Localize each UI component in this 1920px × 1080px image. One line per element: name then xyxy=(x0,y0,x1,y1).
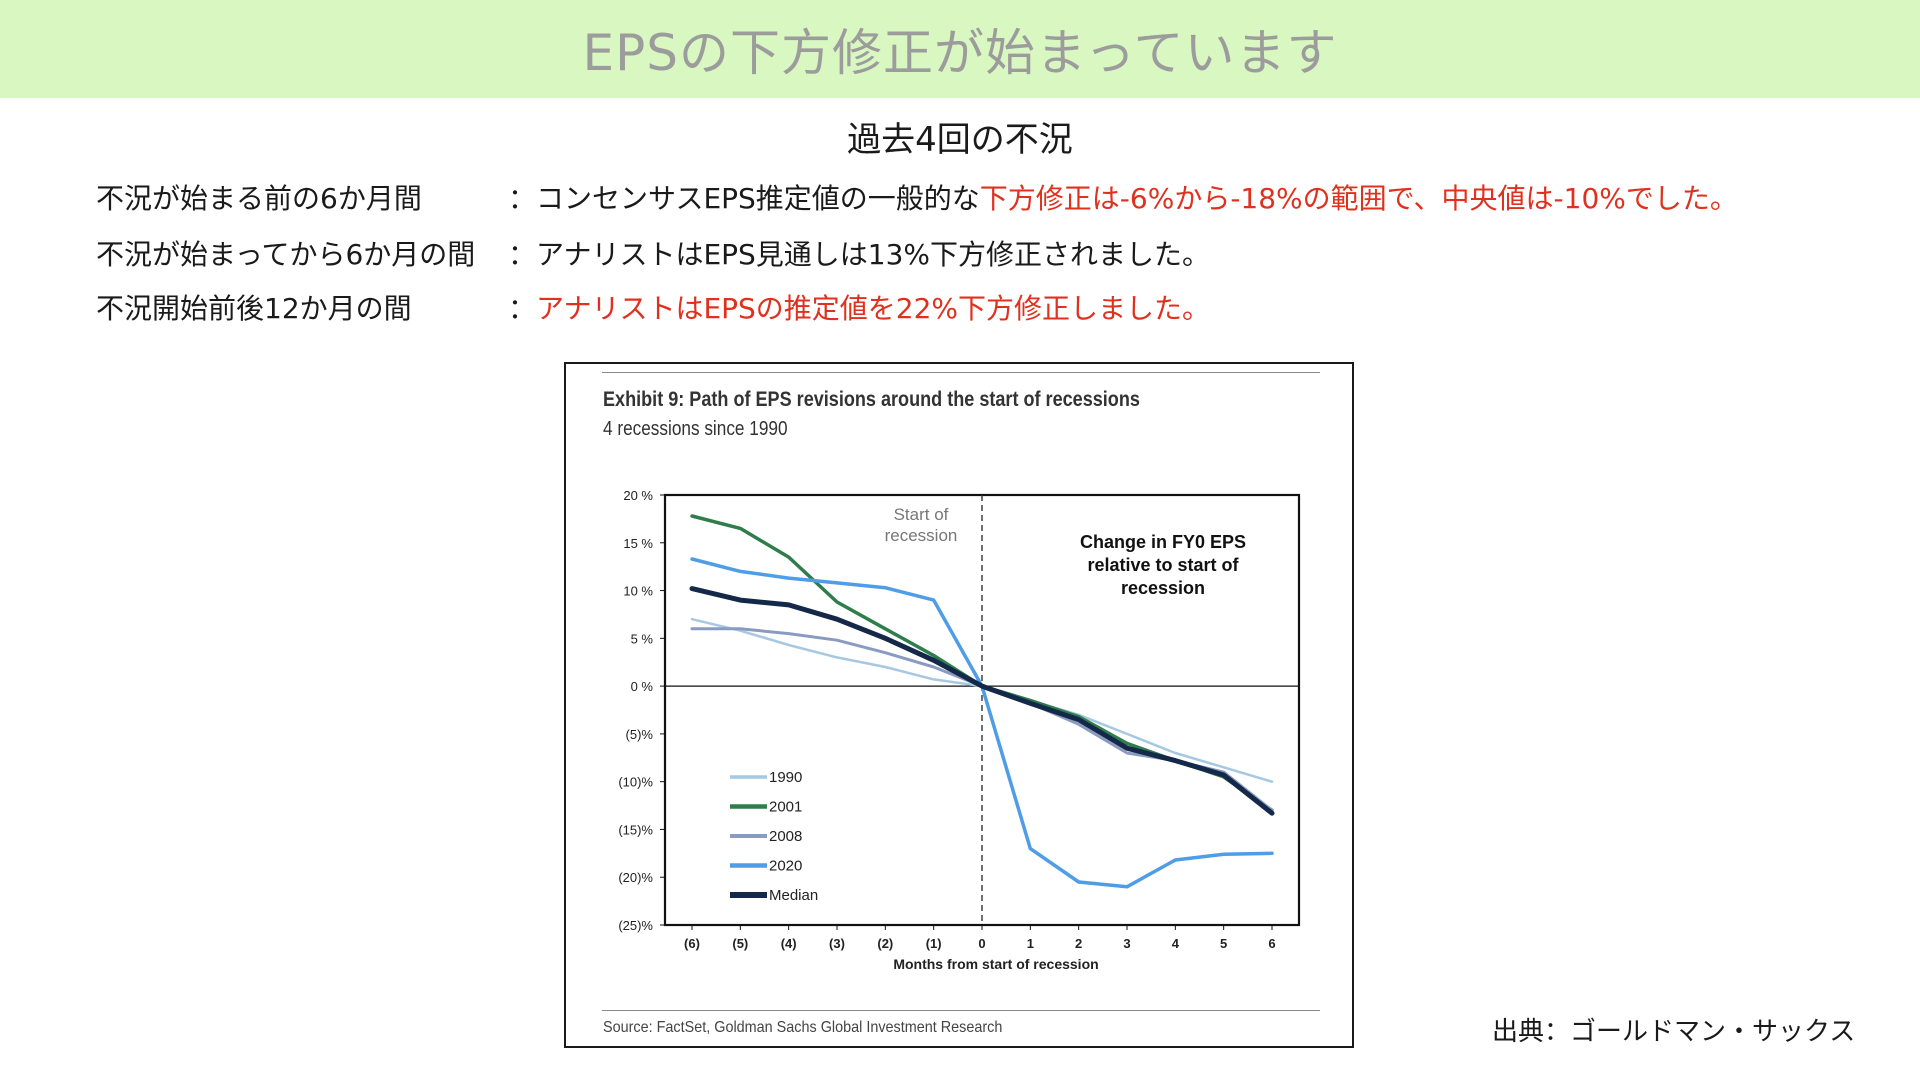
row-label: 不況開始前後12か月の間 xyxy=(96,292,412,325)
exhibit-subtitle: 4 recessions since 1990 xyxy=(603,418,788,440)
annotation-change-fy0-eps: Change in FY0 EPS xyxy=(1080,532,1246,552)
x-tick-label: (5) xyxy=(732,936,748,951)
y-tick-label: 20 % xyxy=(623,488,653,503)
eps-revisions-line-chart: 20 % 15 % 10 % 5 % 0 % (5)% (10)% (15)% (20)% (25… xyxy=(618,488,1301,972)
x-tick-label: 0 xyxy=(978,936,985,951)
x-tick-label: (4) xyxy=(781,936,797,951)
exhibit-top-rule xyxy=(602,372,1320,373)
x-tick-label: (1) xyxy=(926,936,942,951)
legend-label-1990: 1990 xyxy=(769,769,802,786)
y-tick-label: (20)% xyxy=(618,870,653,885)
x-tick-label: 5 xyxy=(1220,936,1227,951)
series-line-median xyxy=(689,586,1275,816)
bullet-row-3: 不況開始前後12か月の間 ：アナリストはEPSの推定値を22%下方修正しました。 xyxy=(96,287,1210,327)
row-text: ： xyxy=(508,292,537,325)
bullet-row-1: 不況が始まる前の6か月間 ：コンセンサスEPS推定値の一般的な下方修正は-6%から… xyxy=(96,177,1738,217)
row-label: 不況が始まる前の6か月間 xyxy=(96,182,422,215)
y-tick-label: 5 % xyxy=(631,631,654,646)
y-tick-label: (5)% xyxy=(626,727,654,742)
legend-label-2020: 2020 xyxy=(769,858,802,875)
x-tick-label: (3) xyxy=(829,936,845,951)
exhibit-bottom-rule xyxy=(602,1010,1320,1011)
y-tick-label: 10 % xyxy=(623,584,653,599)
x-tick-label: 3 xyxy=(1123,936,1130,951)
title-banner: EPSの下方修正が始まっています xyxy=(0,0,1920,98)
row-text-highlight: アナリストはEPSの推定値を22%下方修正しました。 xyxy=(536,292,1211,325)
section-subtitle: 過去4回の不況 xyxy=(847,120,1073,160)
bullet-row-2: 不況が始まってから6か月の間 ：アナリストはEPS見通しは13%下方修正されました… xyxy=(96,233,1210,273)
legend-label-2008: 2008 xyxy=(769,828,802,845)
y-tick-label: (15)% xyxy=(618,822,653,837)
row-text: ：コンセンサスEPS推定値の一般的な xyxy=(508,182,980,215)
source-credit: 出典：ゴールドマン・サックス xyxy=(1492,1017,1856,1047)
exhibit-title: Exhibit 9: Path of EPS revisions around … xyxy=(603,388,1140,411)
x-tick-label: 6 xyxy=(1268,936,1275,951)
x-tick-label: (6) xyxy=(684,936,700,951)
x-tick-label: 2 xyxy=(1075,936,1082,951)
legend-label-median: Median xyxy=(769,887,818,904)
exhibit-panel: Exhibit 9: Path of EPS revisions around … xyxy=(564,362,1354,1048)
annotation-change-fy0-eps: relative to start of xyxy=(1087,555,1239,575)
row-text-highlight: 下方修正は-6%から-18%の範囲で、中央値は-10%でした。 xyxy=(979,182,1738,215)
x-axis-label: Months from start of recession xyxy=(893,956,1098,972)
y-tick-label: 15 % xyxy=(623,536,653,551)
row-text: ：アナリストはEPS見通しは13%下方修正されました。 xyxy=(508,238,1211,271)
annotation-change-fy0-eps: recession xyxy=(1121,578,1205,598)
legend-label-2001: 2001 xyxy=(769,799,802,816)
y-tick-label: (25)% xyxy=(618,918,653,933)
y-tick-label: 0 % xyxy=(631,679,654,694)
exhibit-source: Source: FactSet, Goldman Sachs Global In… xyxy=(603,1019,1003,1036)
x-tick-label: 4 xyxy=(1172,936,1180,951)
row-label: 不況が始まってから6か月の間 xyxy=(96,238,476,271)
y-tick-label: (10)% xyxy=(618,775,653,790)
annotation-start-of-recession: recession xyxy=(885,526,958,545)
page-title: EPSの下方修正が始まっています xyxy=(582,24,1338,82)
annotation-start-of-recession: Start of xyxy=(894,505,949,524)
x-tick-label: (2) xyxy=(877,936,893,951)
x-tick-label: 1 xyxy=(1027,936,1034,951)
